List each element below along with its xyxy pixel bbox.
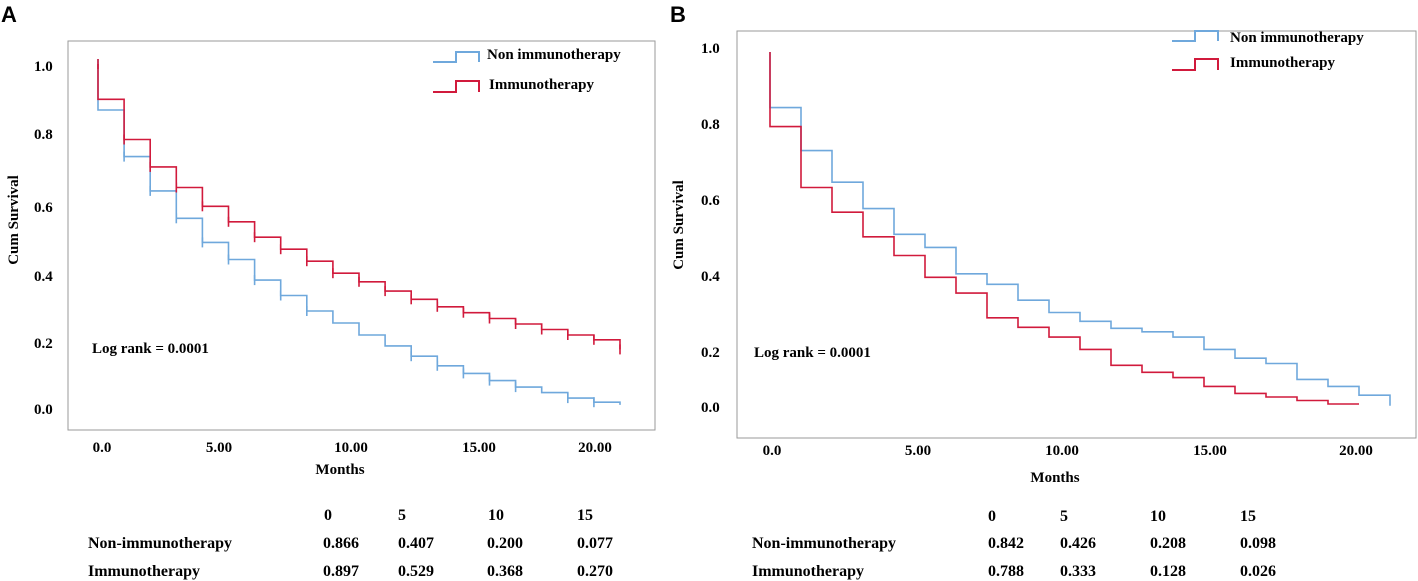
panel-a-x-ticks: 0.0 5.00 10.00 15.00 20.00 <box>93 440 612 456</box>
table-header-cell: 10 <box>1150 508 1166 525</box>
panel-b-curves <box>769 52 1391 406</box>
panel-b-survival-table: 0 5 10 15 Non-immunotherapy 0.842 0.426 … <box>752 508 1276 580</box>
table-row-label: Immunotherapy <box>88 563 200 580</box>
table-row-label: Non-immunotherapy <box>88 535 232 552</box>
table-cell: 0.200 <box>487 535 523 552</box>
panel-b-plot-frame <box>736 30 1417 439</box>
table-cell: 0.407 <box>398 535 434 552</box>
panel-b-y-ticks: 0.0 0.2 0.4 0.6 0.8 1.0 <box>701 41 720 416</box>
panel-b-xtick: 0.0 <box>763 443 782 459</box>
panel-a: A 0.0 0.2 0.4 0.6 0.8 1.0 0.0 5.00 10.00… <box>1 2 656 580</box>
panel-b-xtick: 15.00 <box>1193 443 1227 459</box>
table-cell: 0.368 <box>487 563 523 580</box>
table-row-label: Non-immunotherapy <box>752 535 896 552</box>
panel-a-y-axis-label: Cum Survival <box>6 175 22 265</box>
panel-a-y-ticks: 0.0 0.2 0.4 0.6 0.8 1.0 <box>34 59 53 418</box>
table-cell: 0.842 <box>988 535 1024 552</box>
panel-b-log-rank-annotation: Log rank = 0.0001 <box>754 345 871 361</box>
legend-swatch-non-immunotherapy <box>433 51 480 63</box>
table-cell: 0.077 <box>577 535 613 552</box>
panel-b: B 0.0 0.2 0.4 0.6 0.8 1.0 0.0 5.00 10.00… <box>670 2 1417 580</box>
panel-b-ytick: 0.2 <box>701 345 720 361</box>
panel-b-legend: Non immunotherapy Immunotherapy <box>1172 30 1364 71</box>
legend-label-non-immunotherapy: Non immunotherapy <box>487 47 621 63</box>
table-cell: 0.208 <box>1150 535 1186 552</box>
table-header-cell: 5 <box>398 507 406 524</box>
series-line-non-immunotherapy <box>769 52 1391 406</box>
table-header-cell: 0 <box>324 507 332 524</box>
panel-a-xtick: 5.00 <box>206 440 232 456</box>
table-header-cell: 10 <box>488 507 504 524</box>
panel-b-xtick: 5.00 <box>905 443 931 459</box>
legend-swatch-immunotherapy <box>433 80 480 93</box>
panel-b-label: B <box>670 2 686 27</box>
panel-a-xtick: 0.0 <box>93 440 112 456</box>
panel-a-curves <box>97 59 621 408</box>
panel-b-y-axis-label: Cum Survival <box>671 180 687 270</box>
table-cell: 0.897 <box>323 563 359 580</box>
panel-a-ytick: 0.2 <box>34 336 53 352</box>
legend-swatch-immunotherapy <box>1172 58 1219 71</box>
table-row-label: Immunotherapy <box>752 563 864 580</box>
table-cell: 0.128 <box>1150 563 1186 580</box>
table-header-cell: 0 <box>988 508 996 525</box>
panel-a-xtick: 15.00 <box>462 440 496 456</box>
panel-a-ytick: 1.0 <box>34 59 53 75</box>
series-line-immunotherapy <box>769 52 1359 405</box>
table-cell: 0.866 <box>323 535 359 552</box>
panel-a-x-axis-label: Months <box>315 462 364 478</box>
panel-b-ytick: 1.0 <box>701 41 720 57</box>
panel-b-ytick: 0.0 <box>701 400 720 416</box>
table-header-cell: 15 <box>577 507 593 524</box>
legend-label-immunotherapy: Immunotherapy <box>1230 55 1336 71</box>
panel-b-ytick: 0.8 <box>701 117 720 133</box>
table-cell: 0.098 <box>1240 535 1276 552</box>
table-cell: 0.270 <box>577 563 613 580</box>
legend-swatch-non-immunotherapy <box>1172 30 1219 42</box>
panel-a-plot-frame <box>67 40 656 431</box>
table-header-cell: 5 <box>1060 508 1068 525</box>
table-cell: 0.788 <box>988 563 1024 580</box>
panel-b-ytick: 0.6 <box>701 193 720 209</box>
panel-a-ytick: 0.4 <box>34 269 53 285</box>
table-cell: 0.026 <box>1240 563 1276 580</box>
panel-b-x-ticks: 0.0 5.00 10.00 15.00 20.00 <box>763 443 1373 459</box>
panel-a-xtick: 20.00 <box>578 440 612 456</box>
table-cell: 0.529 <box>398 563 434 580</box>
legend-label-immunotherapy: Immunotherapy <box>489 77 595 93</box>
panel-b-xtick: 10.00 <box>1045 443 1079 459</box>
table-header-cell: 15 <box>1240 508 1256 525</box>
table-cell: 0.426 <box>1060 535 1096 552</box>
panel-a-survival-table: 0 5 10 15 Non-immunotherapy 0.866 0.407 … <box>88 507 613 580</box>
panel-a-log-rank-annotation: Log rank = 0.0001 <box>92 341 209 357</box>
panel-a-legend: Non immunotherapy Immunotherapy <box>433 47 621 93</box>
panel-a-ytick: 0.0 <box>34 402 53 418</box>
panel-a-ytick: 0.8 <box>34 127 53 143</box>
panel-a-xtick: 10.00 <box>334 440 368 456</box>
panel-b-ytick: 0.4 <box>701 269 720 285</box>
table-cell: 0.333 <box>1060 563 1096 580</box>
panel-b-x-axis-label: Months <box>1030 470 1079 486</box>
panel-a-ytick: 0.6 <box>34 200 53 216</box>
panel-a-label: A <box>1 2 17 27</box>
legend-label-non-immunotherapy: Non immunotherapy <box>1230 30 1364 46</box>
panel-b-xtick: 20.00 <box>1339 443 1373 459</box>
